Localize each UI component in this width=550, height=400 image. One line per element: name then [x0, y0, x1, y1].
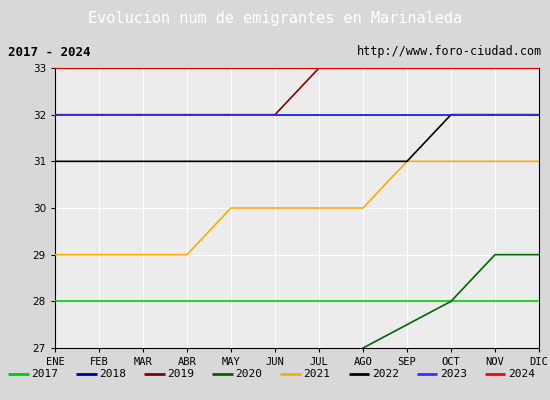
- Text: 2018: 2018: [100, 369, 126, 379]
- Text: 2017: 2017: [31, 369, 58, 379]
- Text: 2024: 2024: [508, 369, 535, 379]
- Text: 2023: 2023: [439, 369, 467, 379]
- Text: 2020: 2020: [235, 369, 262, 379]
- Text: 2017 - 2024: 2017 - 2024: [8, 46, 91, 58]
- Text: http://www.foro-ciudad.com: http://www.foro-ciudad.com: [356, 46, 542, 58]
- Text: 2022: 2022: [372, 369, 399, 379]
- Text: 2019: 2019: [167, 369, 195, 379]
- Text: Evolucion num de emigrantes en Marinaleda: Evolucion num de emigrantes en Marinaled…: [88, 10, 462, 26]
- Text: 2021: 2021: [304, 369, 331, 379]
